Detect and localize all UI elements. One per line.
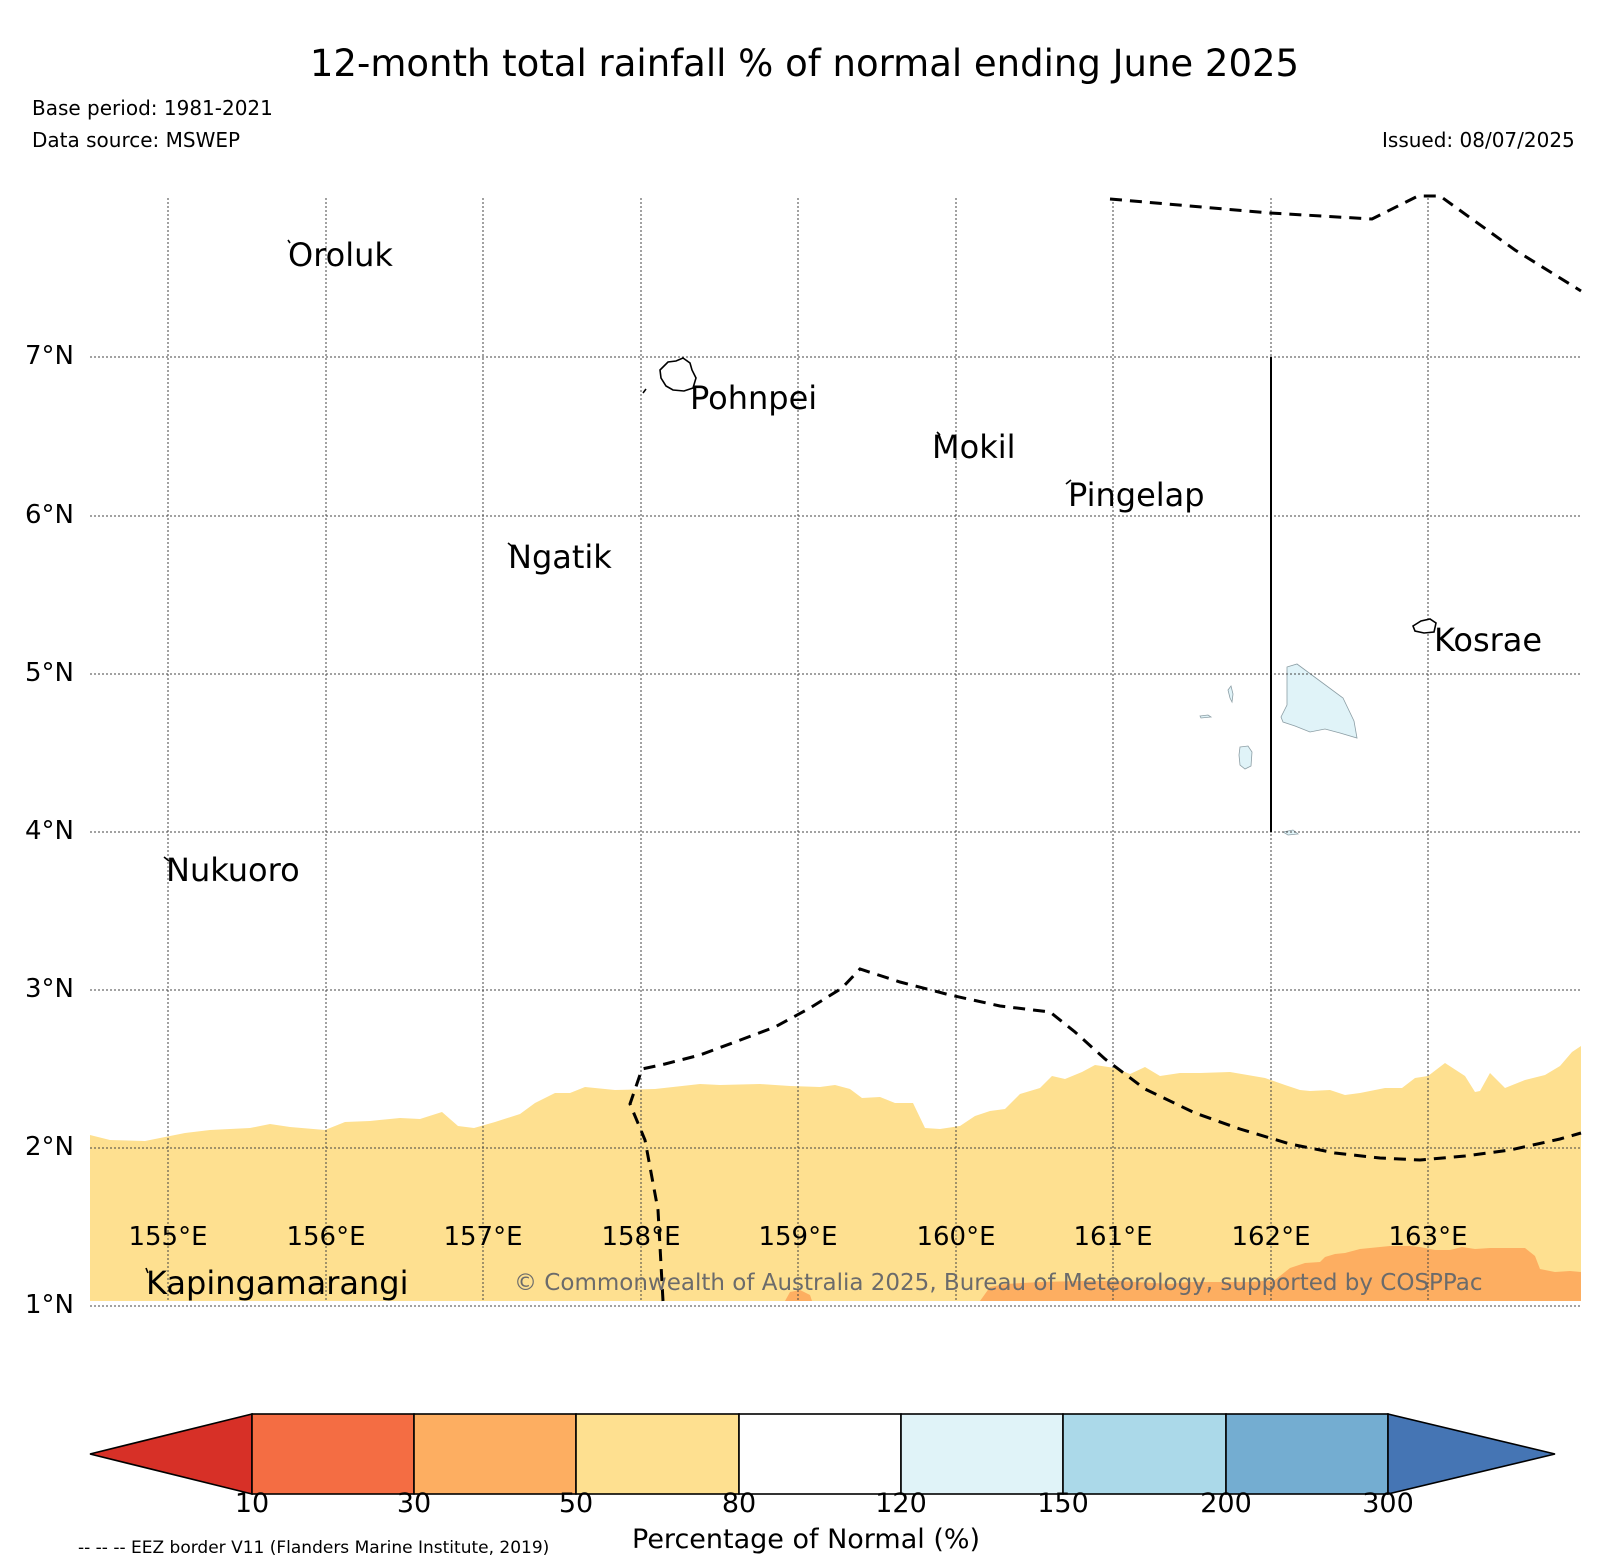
- island-label-kapingamarangi: Kapingamarangi: [146, 1264, 409, 1302]
- island-label-pohnpei: Pohnpei: [690, 379, 818, 417]
- pohnpei-island-shape: [659, 357, 697, 392]
- colorbar-segment-10-30: [251, 1413, 415, 1495]
- issued-date-label: Issued: 08/07/2025: [1382, 128, 1575, 152]
- data-source-label: Data source: MSWEP: [32, 128, 241, 152]
- copyright-watermark: © Commonwealth of Australia 2025, Bureau…: [514, 1270, 1483, 1296]
- colorbar-tick-120: 120: [875, 1488, 927, 1519]
- colorbar-segment-30-50: [413, 1413, 577, 1495]
- rainfall-fill-below-normal: [90, 1046, 1581, 1301]
- island-outlines: [145, 239, 1437, 1274]
- colorbar: [89, 1412, 1556, 1496]
- colorbar-segment-80-120: [738, 1413, 902, 1495]
- rainfall-fill-above-normal: [1199, 663, 1358, 836]
- colorbar-tick-10: 10: [234, 1488, 270, 1519]
- kosrae-island-shape: [1412, 618, 1437, 634]
- colorbar-extend-low: [89, 1412, 253, 1496]
- pingelap-island-shape: [1065, 479, 1072, 485]
- lon-label-161e: 161°E: [1073, 1222, 1153, 1252]
- lat-label-1n: 1°N: [25, 1290, 74, 1320]
- colorbar-segment-200-300: [1225, 1413, 1389, 1495]
- lat-label-2n: 2°N: [25, 1132, 74, 1162]
- colorbar-tick-80: 80: [721, 1488, 757, 1519]
- eez-border-note: -- -- -- EEZ border V11 (Flanders Marine…: [78, 1538, 550, 1558]
- lon-label-159e: 159°E: [758, 1222, 838, 1252]
- base-period-label: Base period: 1981-2021: [32, 96, 273, 120]
- colorbar-segment-150-200: [1062, 1413, 1227, 1495]
- colorbar-tick-300: 300: [1362, 1488, 1414, 1519]
- colorbar-segment-120-150: [900, 1413, 1064, 1495]
- lon-label-157e: 157°E: [443, 1222, 523, 1252]
- lon-label-155e: 155°E: [128, 1222, 208, 1252]
- lat-label-3n: 3°N: [25, 974, 74, 1004]
- lat-label-7n: 7°N: [25, 341, 74, 371]
- ngatik-island-shape: [507, 542, 515, 549]
- lon-label-163e: 163°E: [1388, 1222, 1468, 1252]
- kapingamarangi-island-shape: [145, 1267, 149, 1274]
- lat-label-4n: 4°N: [25, 816, 74, 846]
- oroluk-island-shape: [287, 239, 291, 244]
- island-label-oroluk: Oroluk: [288, 236, 393, 274]
- map-title: 12-month total rainfall % of normal endi…: [309, 42, 1300, 85]
- lon-label-156e: 156°E: [286, 1222, 366, 1252]
- lon-label-158e: 158°E: [601, 1222, 681, 1252]
- graticule: [90, 198, 1581, 1307]
- colorbar-tick-150: 150: [1037, 1488, 1089, 1519]
- island-label-pingelap: Pingelap: [1068, 476, 1205, 514]
- pohnpei-outlier-shape: [642, 388, 647, 394]
- eez-border: [628, 194, 1582, 1302]
- lat-label-6n: 6°N: [25, 500, 74, 530]
- lat-label-5n: 5°N: [25, 658, 74, 688]
- colorbar-title: Percentage of Normal (%): [632, 1524, 981, 1555]
- mokil-island-shape: [936, 431, 941, 436]
- colorbar-tick-50: 50: [558, 1488, 594, 1519]
- colorbar-tick-200: 200: [1200, 1488, 1252, 1519]
- island-label-ngatik: Ngatik: [508, 538, 612, 576]
- island-label-nukuoro: Nukuoro: [166, 851, 300, 889]
- colorbar-segment-50-80: [575, 1413, 740, 1495]
- colorbar-tick-30: 30: [396, 1488, 432, 1519]
- island-label-mokil: Mokil: [932, 428, 1016, 466]
- nukuoro-island-shape: [163, 856, 170, 862]
- island-label-kosrae: Kosrae: [1434, 621, 1543, 659]
- lon-label-160e: 160°E: [916, 1222, 996, 1252]
- lon-label-162e: 162°E: [1231, 1222, 1311, 1252]
- colorbar-extend-high: [1387, 1412, 1556, 1496]
